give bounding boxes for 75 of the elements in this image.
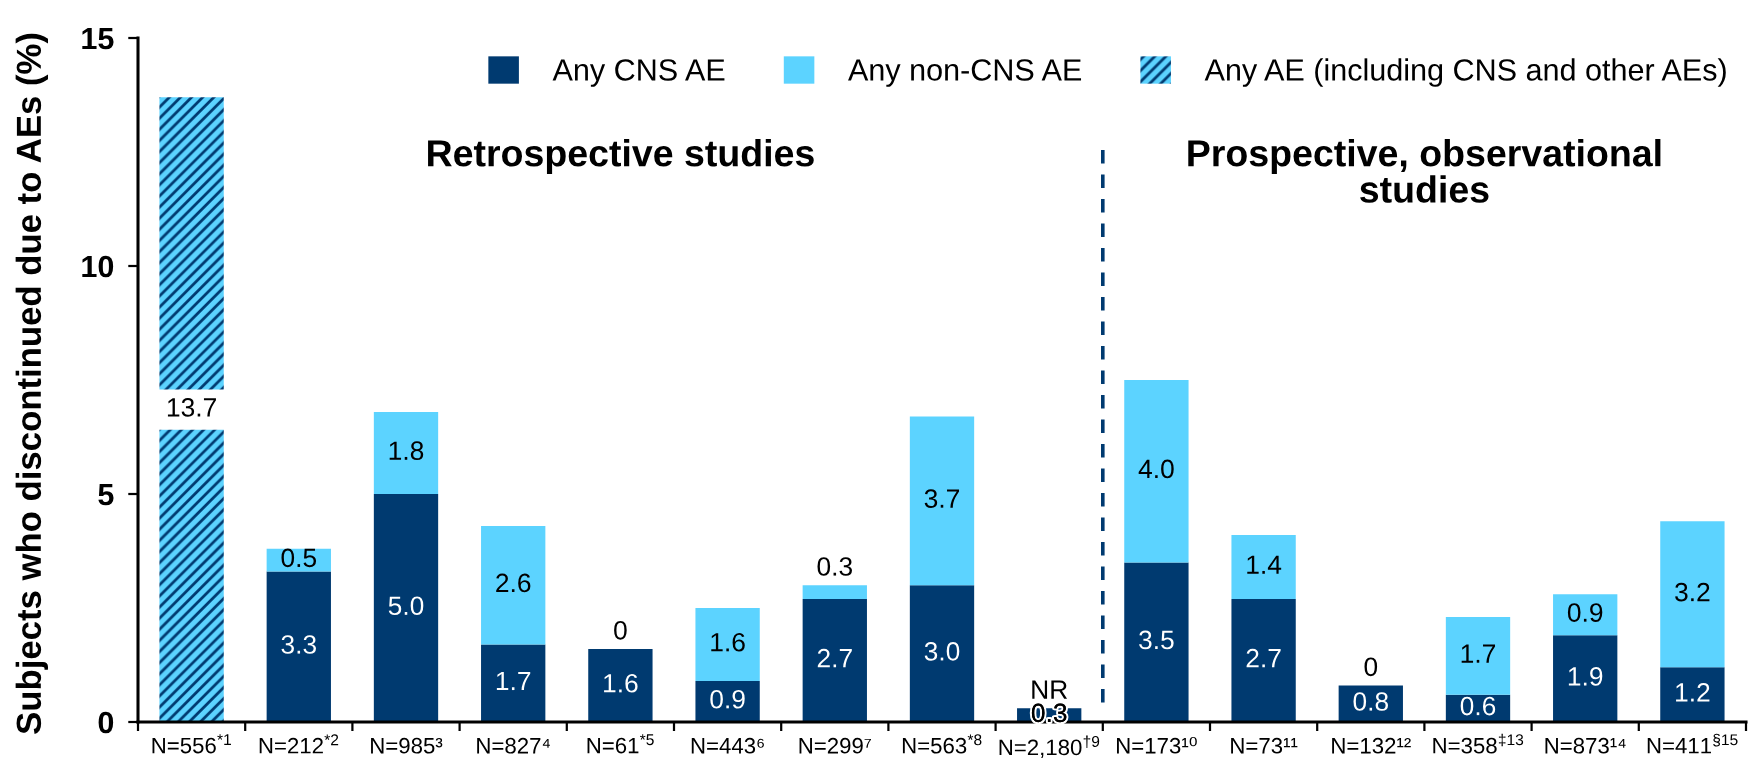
y-axis-title: Subjects who discontinued due to AEs (%) [15, 33, 48, 734]
bar [1553, 635, 1618, 722]
y-tick-label: 0 [98, 711, 114, 734]
bar [1445, 617, 1511, 695]
data-label: 4.0 [1138, 459, 1174, 479]
bar [1231, 598, 1296, 722]
data-label: 0.8 [1353, 692, 1388, 711]
data-label: 1.2 [1676, 683, 1710, 702]
x-tick-label: N=443⁶ [691, 737, 764, 754]
bar [266, 571, 331, 722]
data-label: 5.0 [388, 596, 424, 616]
data-label: 3.7 [924, 489, 960, 508]
text: NR [1032, 680, 1068, 699]
y-tick-label: 10 [82, 255, 114, 278]
data-label: 1.6 [604, 673, 638, 693]
data-label: 2.7 [1246, 648, 1281, 668]
x-tick-label: N=358$^{‡13}$ [1433, 733, 1524, 754]
data-label: 0.9 [1567, 603, 1603, 622]
y-tick-label: 15 [82, 28, 114, 50]
data-label: 0.5 [281, 548, 317, 568]
data-label: 0 [614, 620, 627, 640]
bar [373, 411, 439, 494]
data-label: 1.6 [711, 632, 745, 652]
x-tick-label: N=2,180$^{†9}$ [999, 735, 1100, 758]
y-tick-label: 5 [98, 484, 114, 506]
data-label: 0.3 [1031, 703, 1067, 723]
data-label: 3.5 [1139, 630, 1174, 650]
annotation: Retrospective studies [428, 139, 814, 174]
x-tick-label: N=299⁷ [799, 737, 871, 754]
bar [1553, 594, 1618, 636]
data-label: 13.7 [167, 398, 216, 417]
x-tick-label: N=212$^{*2}$ [259, 734, 339, 754]
x-tick-label: N=73¹¹ [1231, 737, 1298, 754]
data-label: 3.0 [924, 642, 960, 661]
data-label: 0.6 [1460, 696, 1496, 716]
x-tick-label: N=873¹⁴ [1545, 737, 1626, 754]
data-label: 1.9 [1568, 667, 1603, 686]
bar [1124, 562, 1189, 722]
x-tick-label: N=173¹⁰ [1117, 736, 1197, 754]
bar [802, 598, 867, 722]
data-label: 0.3 [817, 557, 852, 576]
legend-label: Any non-CNS AE [848, 59, 1082, 87]
x-tick-label: N=556$^{*1}$ [152, 734, 231, 754]
x-tick-label: N=132¹² [1332, 737, 1411, 754]
bar [481, 525, 546, 645]
data-label: 0.9 [710, 689, 745, 709]
x-tick-label: N=411$^{§15}$ [1647, 733, 1738, 754]
data-label: 3.2 [1675, 582, 1710, 602]
bar [695, 608, 760, 681]
bar [909, 585, 975, 722]
data-label: 1.4 [1247, 555, 1282, 574]
legend-label: Any AE (including CNS and other AEs) [1204, 58, 1726, 87]
bar [1660, 521, 1725, 668]
bar [588, 649, 653, 722]
data-label: 2.7 [817, 648, 852, 668]
x-tick-label: N=985³ [371, 737, 443, 754]
data-label: 3.3 [281, 635, 316, 654]
data-label: 1.8 [389, 441, 424, 461]
bar [909, 416, 975, 586]
data-label: 2.6 [496, 573, 531, 593]
bar [802, 585, 867, 599]
x-tick-label: N=827⁴ [477, 737, 550, 754]
data-label: 1.7 [1461, 644, 1496, 663]
bar [1231, 535, 1296, 599]
data-label: 0 [1364, 657, 1378, 677]
x-tick-label: N=61$^{*5}$ [587, 734, 654, 754]
data-label: 1.7 [496, 671, 531, 691]
bar [1124, 380, 1189, 563]
legend-label: Any CNS AE [552, 59, 725, 87]
bar [159, 97, 224, 722]
annotation: Prospective, observational studies [1188, 139, 1661, 203]
x-tick-label: N=563$^{*8}$ [902, 734, 982, 754]
bar [373, 494, 439, 722]
bar [481, 644, 546, 722]
bar [1660, 667, 1725, 722]
